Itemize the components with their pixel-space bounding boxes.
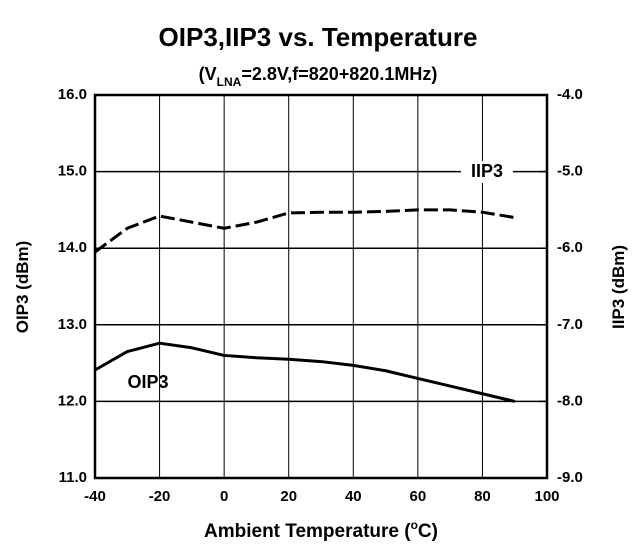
series-label: IIP3 [471, 161, 503, 181]
y2-tick-label: -9.0 [557, 469, 583, 486]
subtitle-part: (V [199, 64, 217, 84]
y-axis-label: OIP3 (dBm) [13, 241, 32, 334]
x-tick-label: 60 [410, 488, 427, 505]
x-axis-label: Ambient Temperature (oC) [204, 518, 438, 542]
y-tick-label: 11.0 [59, 469, 87, 486]
y-tick-label: 14.0 [58, 239, 87, 256]
y-tick-label: 16.0 [58, 86, 87, 103]
y-tick-label: 15.0 [58, 163, 87, 180]
y2-tick-label: -8.0 [557, 392, 583, 409]
x-tick-label: 40 [345, 488, 362, 505]
x-tick-label: 80 [474, 488, 491, 505]
y2-axis-label: IIP3 (dBm) [609, 245, 628, 329]
series-label: OIP3 [127, 372, 168, 392]
x-tick-label: -20 [149, 488, 171, 505]
subtitle-subscript: LNA [217, 75, 242, 89]
chart-title: OIP3,IIP3 vs. Temperature [159, 22, 478, 52]
x-tick-label: 0 [220, 488, 228, 505]
x-label-superscript: o [411, 518, 418, 532]
x-tick-label: -40 [84, 488, 106, 505]
x-tick-label: 100 [534, 488, 559, 505]
label-bg [461, 161, 513, 183]
x-tick-label: 20 [280, 488, 297, 505]
plot-frame [93, 93, 549, 480]
y-tick-label: 12.0 [58, 392, 87, 409]
x-label-part: C) [418, 521, 438, 542]
y2-tick-label: -4.0 [557, 86, 583, 103]
subtitle-part: =2.8V,f=820+820.1MHz) [241, 64, 437, 84]
y2-tick-label: -6.0 [557, 239, 583, 256]
y2-tick-label: -7.0 [557, 316, 583, 333]
chart-subtitle: (VLNA=2.8V,f=820+820.1MHz) [199, 64, 438, 89]
y-tick-label: 13.0 [58, 316, 87, 333]
y2-tick-label: -5.0 [557, 163, 583, 180]
series-line [94, 341, 516, 403]
series-line [94, 208, 515, 254]
x-label-part: Ambient Temperature ( [204, 521, 411, 542]
